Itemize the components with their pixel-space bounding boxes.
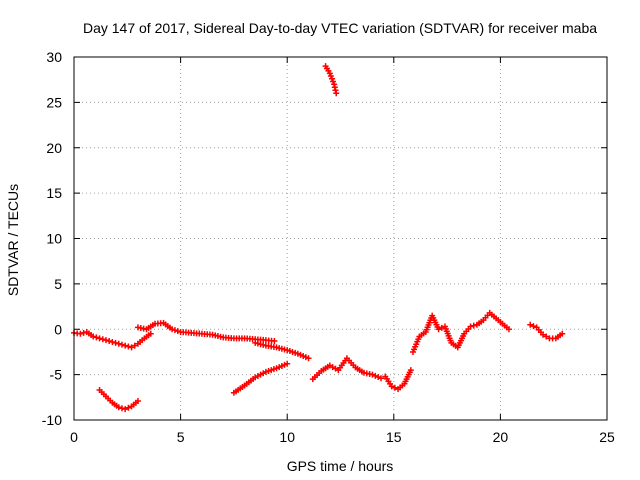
data-point bbox=[378, 375, 385, 382]
y-tick-label: 15 bbox=[46, 185, 62, 201]
data-point bbox=[375, 374, 382, 381]
data-point bbox=[174, 328, 181, 335]
y-tick-label: -5 bbox=[50, 367, 63, 383]
data-point bbox=[467, 323, 474, 330]
y-axis-label: SDTVAR / TECUs bbox=[5, 184, 21, 296]
x-tick-label: 20 bbox=[493, 429, 509, 445]
y-tick-label: 5 bbox=[54, 276, 62, 292]
data-point bbox=[125, 404, 132, 411]
data-point bbox=[391, 384, 398, 391]
y-tick-label: -10 bbox=[42, 412, 62, 428]
y-tick-label: 0 bbox=[54, 321, 62, 337]
data-point bbox=[543, 333, 550, 340]
data-point bbox=[131, 342, 138, 349]
x-axis-label: GPS time / hours bbox=[287, 458, 394, 474]
data-point bbox=[333, 90, 340, 97]
data-point bbox=[388, 383, 395, 390]
data-point bbox=[115, 340, 122, 347]
data-point bbox=[122, 342, 129, 349]
data-point bbox=[369, 371, 376, 378]
data-point bbox=[407, 367, 414, 374]
chart-title: Day 147 of 2017, Sidereal Day-to-day VTE… bbox=[83, 20, 597, 36]
x-tick-label: 10 bbox=[279, 429, 295, 445]
data-point bbox=[147, 330, 154, 337]
x-tick-label: 25 bbox=[599, 429, 615, 445]
data-point bbox=[99, 336, 106, 343]
data-point bbox=[559, 330, 566, 337]
data-point bbox=[435, 326, 442, 333]
y-tick-label: 25 bbox=[46, 94, 62, 110]
data-point bbox=[115, 404, 122, 411]
data-point bbox=[171, 327, 178, 334]
data-point bbox=[134, 397, 141, 404]
x-tick-label: 0 bbox=[70, 429, 78, 445]
data-point bbox=[112, 339, 119, 346]
data-point bbox=[128, 344, 135, 351]
data-point bbox=[284, 360, 291, 367]
data-point bbox=[80, 329, 87, 336]
data-point bbox=[470, 322, 477, 329]
data-point bbox=[93, 334, 100, 341]
data-point bbox=[271, 338, 278, 345]
gridlines bbox=[74, 57, 607, 420]
plot-frame bbox=[73, 56, 608, 421]
axis-ticks: 0 5 10 15 20 25 -10 -5 0 5 10 15 20 25 30 bbox=[42, 49, 615, 445]
data-point bbox=[540, 331, 547, 338]
data-point bbox=[122, 406, 129, 413]
data-point bbox=[77, 330, 84, 337]
y-tick-label: 10 bbox=[46, 231, 62, 247]
y-tick-label: 30 bbox=[46, 49, 62, 65]
data-point bbox=[527, 321, 534, 328]
data-point bbox=[90, 333, 97, 340]
data-point bbox=[109, 338, 116, 345]
data-point bbox=[96, 335, 103, 342]
y-tick-label: 20 bbox=[46, 140, 62, 156]
data-point bbox=[106, 338, 113, 345]
x-tick-label: 15 bbox=[386, 429, 402, 445]
data-points bbox=[71, 63, 566, 413]
data-point bbox=[372, 372, 379, 379]
x-tick-label: 5 bbox=[177, 429, 185, 445]
data-point bbox=[169, 326, 176, 333]
data-point bbox=[505, 326, 512, 333]
data-point bbox=[118, 341, 125, 348]
data-point bbox=[125, 343, 132, 350]
data-point bbox=[305, 355, 312, 362]
data-point bbox=[102, 337, 109, 344]
data-point bbox=[438, 324, 445, 331]
data-point bbox=[118, 405, 125, 412]
data-point bbox=[530, 323, 537, 330]
